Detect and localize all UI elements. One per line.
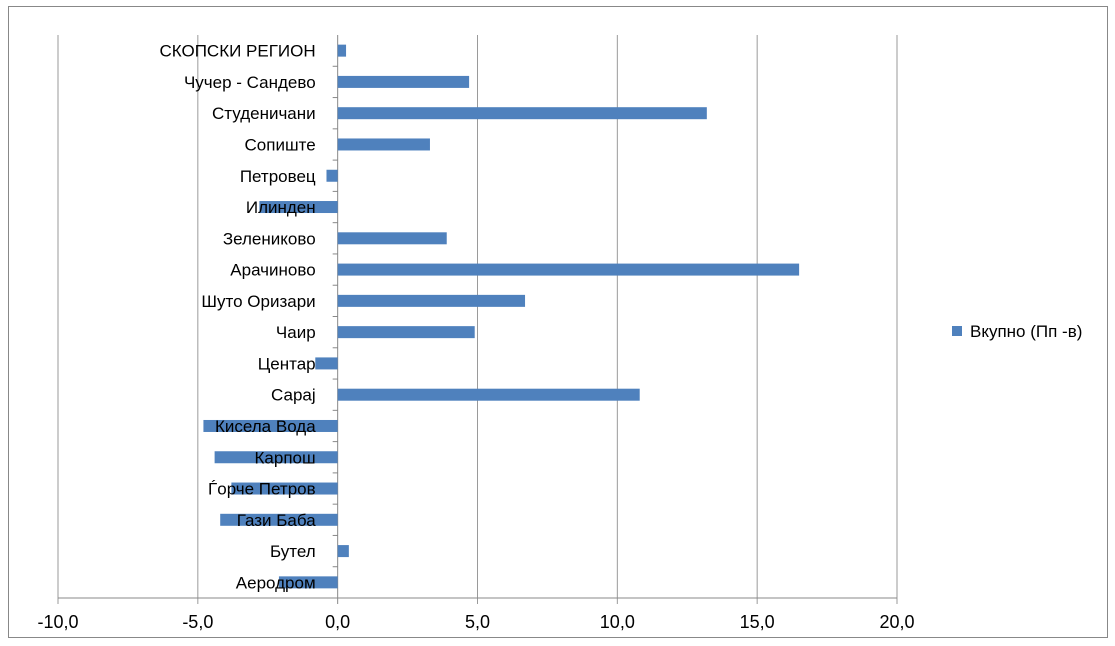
x-tick-label: 15,0 (740, 612, 775, 632)
bar (337, 138, 430, 151)
bar (337, 263, 800, 276)
bars (203, 44, 800, 589)
x-tick-label: 5,0 (465, 612, 490, 632)
bar (337, 232, 447, 245)
category-label: Зелениково (223, 229, 316, 248)
legend-label: Вкупно (Пп -в) (970, 322, 1082, 341)
category-label: Чаир (276, 323, 316, 342)
gridlines (57, 35, 898, 604)
bar (337, 107, 707, 120)
category-label: Студеничани (212, 104, 316, 123)
category-label: Гази Баба (237, 511, 316, 530)
bar (259, 201, 338, 214)
category-label: Кисела Вода (215, 417, 316, 436)
x-tick-label: -10,0 (37, 612, 78, 632)
bar (231, 482, 338, 495)
category-labels: СКОПСКИ РЕГИОН Чучер - Сандево Студеничани… (160, 42, 317, 593)
category-label: Карпош (255, 448, 316, 467)
category-label: Ѓорче Петров (208, 480, 316, 499)
bar (315, 357, 338, 370)
category-label: СКОПСКИ РЕГИОН (160, 42, 316, 61)
category-label: Центар (258, 354, 316, 373)
bar (326, 169, 338, 182)
category-label: Аеродром (236, 573, 316, 592)
axes (58, 65, 897, 599)
chart-frame: СКОПСКИ РЕГИОН Чучер - Сандево Студеничани… (8, 6, 1108, 638)
bar (337, 388, 640, 401)
bar (220, 513, 338, 526)
bar (337, 545, 349, 558)
x-tick-label: 0,0 (325, 612, 350, 632)
category-label: Чучер - Сандево (184, 73, 316, 92)
x-tick-labels: -10,0 -5,0 0,0 5,0 10,0 15,0 20,0 (37, 612, 914, 632)
x-tick-label: 20,0 (879, 612, 914, 632)
x-tick-label: 10,0 (600, 612, 635, 632)
category-label: Сарај (271, 386, 316, 405)
bar (278, 576, 338, 589)
legend: Вкупно (Пп -в) (952, 322, 1082, 341)
category-label: Шуто Оризари (201, 292, 315, 311)
bar (337, 294, 526, 307)
category-label: Илинден (246, 198, 316, 217)
bar (337, 44, 347, 57)
x-tick-label: -5,0 (182, 612, 213, 632)
category-label: Арачиново (230, 261, 315, 280)
legend-swatch (952, 326, 962, 336)
category-label: Петровец (240, 167, 316, 186)
bar (337, 75, 470, 88)
bar-chart: СКОПСКИ РЕГИОН Чучер - Сандево Студеничани… (37, 35, 1082, 632)
bar (337, 326, 475, 339)
bar (214, 451, 338, 464)
category-label: Сопиште (245, 135, 316, 154)
category-label: Бутел (270, 542, 316, 561)
bar (203, 419, 338, 432)
